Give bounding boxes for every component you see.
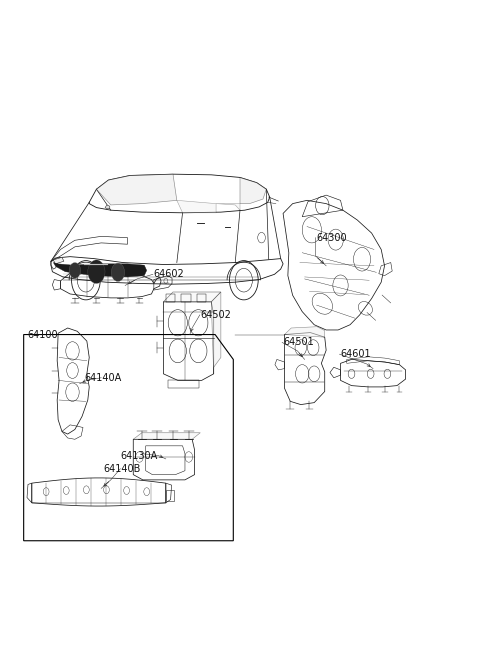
- Text: 64601: 64601: [340, 349, 371, 359]
- Text: 64130A: 64130A: [120, 451, 157, 461]
- Circle shape: [69, 262, 81, 278]
- Polygon shape: [105, 205, 110, 209]
- Polygon shape: [211, 292, 221, 374]
- Polygon shape: [96, 174, 177, 205]
- Polygon shape: [53, 262, 147, 277]
- Polygon shape: [53, 257, 64, 264]
- Polygon shape: [133, 433, 200, 440]
- Polygon shape: [163, 292, 221, 302]
- Polygon shape: [240, 177, 266, 203]
- Circle shape: [88, 260, 105, 283]
- Polygon shape: [177, 200, 216, 213]
- Polygon shape: [216, 203, 240, 210]
- Text: 64602: 64602: [154, 270, 185, 279]
- Text: 64300: 64300: [317, 233, 347, 243]
- Text: 64140A: 64140A: [84, 373, 122, 382]
- Circle shape: [111, 263, 125, 281]
- Polygon shape: [84, 264, 108, 265]
- Polygon shape: [285, 327, 324, 337]
- Text: 64140B: 64140B: [104, 464, 141, 474]
- Text: 64100: 64100: [27, 329, 58, 340]
- Text: 64502: 64502: [201, 310, 232, 320]
- Text: 64501: 64501: [283, 337, 314, 348]
